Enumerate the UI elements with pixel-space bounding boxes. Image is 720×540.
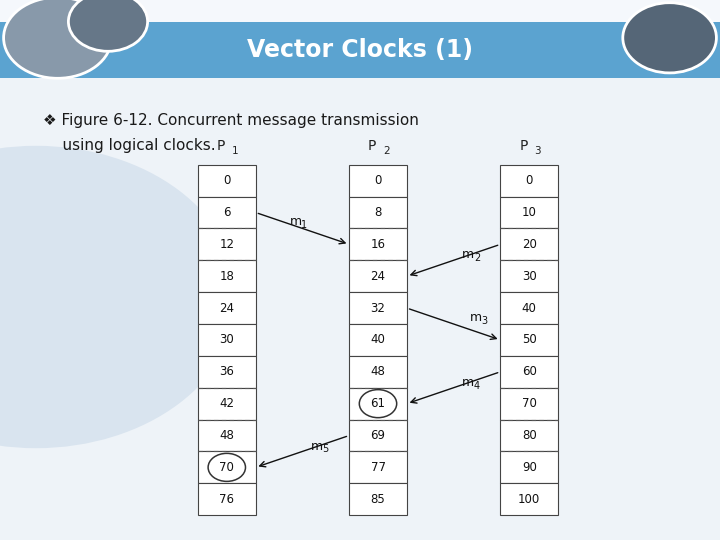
Bar (349, 197, 407, 228)
Text: 18: 18 (220, 269, 234, 283)
Bar (349, 165, 407, 197)
Text: 0: 0 (223, 174, 230, 187)
Bar (500, 324, 558, 356)
Text: 0: 0 (526, 174, 533, 187)
Text: m: m (289, 215, 302, 228)
Text: 10: 10 (522, 206, 536, 219)
Text: 70: 70 (220, 461, 234, 474)
Text: m: m (311, 440, 323, 453)
Text: 36: 36 (220, 365, 234, 379)
Text: m: m (462, 376, 474, 389)
Text: 24: 24 (220, 301, 234, 315)
Text: 90: 90 (522, 461, 536, 474)
Bar (349, 228, 407, 260)
Text: P: P (217, 139, 225, 153)
Text: 40: 40 (522, 301, 536, 315)
Circle shape (4, 0, 112, 78)
Text: 16: 16 (371, 238, 385, 251)
Text: 70: 70 (522, 397, 536, 410)
Text: 6: 6 (223, 206, 230, 219)
Bar (500, 356, 558, 388)
Text: Vector Clocks (1): Vector Clocks (1) (247, 38, 473, 62)
Bar (349, 260, 407, 292)
Text: 100: 100 (518, 492, 540, 506)
Bar (0, 78, 720, 540)
Bar (500, 451, 558, 483)
Bar (198, 451, 256, 483)
Text: 69: 69 (371, 429, 385, 442)
Bar (500, 292, 558, 324)
Bar (198, 260, 256, 292)
Circle shape (0, 146, 238, 448)
Text: 40: 40 (371, 333, 385, 347)
Text: 32: 32 (371, 301, 385, 315)
Text: P: P (368, 139, 377, 153)
Text: 48: 48 (371, 365, 385, 379)
Bar (500, 165, 558, 197)
Bar (349, 483, 407, 515)
Circle shape (623, 3, 716, 73)
Text: 42: 42 (220, 397, 234, 410)
Text: 85: 85 (371, 492, 385, 506)
Text: 20: 20 (522, 238, 536, 251)
Text: 60: 60 (522, 365, 536, 379)
Text: 12: 12 (220, 238, 234, 251)
Bar (349, 292, 407, 324)
Text: 61: 61 (371, 397, 385, 410)
Text: 30: 30 (522, 269, 536, 283)
Text: 77: 77 (371, 461, 385, 474)
Bar (500, 483, 558, 515)
Text: m: m (469, 311, 482, 324)
Text: 1: 1 (232, 145, 239, 156)
Bar (0, 22, 720, 78)
Bar (349, 420, 407, 451)
Bar (349, 356, 407, 388)
Text: 8: 8 (374, 206, 382, 219)
Circle shape (68, 0, 148, 51)
Text: m: m (462, 248, 474, 261)
Text: 24: 24 (371, 269, 385, 283)
Bar (198, 356, 256, 388)
Bar (0, 0, 720, 78)
Text: 3: 3 (534, 145, 541, 156)
Text: 80: 80 (522, 429, 536, 442)
Bar (198, 420, 256, 451)
Text: 50: 50 (522, 333, 536, 347)
Text: 4: 4 (474, 381, 480, 390)
Text: 1: 1 (301, 220, 307, 230)
Text: 5: 5 (323, 444, 329, 454)
Text: 3: 3 (481, 316, 487, 326)
Text: 48: 48 (220, 429, 234, 442)
Bar (500, 197, 558, 228)
Text: 30: 30 (220, 333, 234, 347)
Bar (349, 388, 407, 420)
Text: 2: 2 (383, 145, 390, 156)
Bar (198, 324, 256, 356)
Text: P: P (519, 139, 528, 153)
Bar (349, 324, 407, 356)
Bar (500, 260, 558, 292)
Text: 2: 2 (474, 253, 480, 263)
Text: 0: 0 (374, 174, 382, 187)
Text: using logical clocks.: using logical clocks. (43, 138, 216, 153)
Text: ❖ Figure 6-12. Concurrent message transmission: ❖ Figure 6-12. Concurrent message transm… (43, 113, 419, 129)
Bar (500, 228, 558, 260)
Bar (198, 292, 256, 324)
Bar (349, 451, 407, 483)
Text: 76: 76 (220, 492, 234, 506)
Bar (500, 388, 558, 420)
Bar (198, 483, 256, 515)
Bar (198, 388, 256, 420)
Bar (198, 197, 256, 228)
Bar (198, 228, 256, 260)
Bar (198, 165, 256, 197)
Bar (500, 420, 558, 451)
